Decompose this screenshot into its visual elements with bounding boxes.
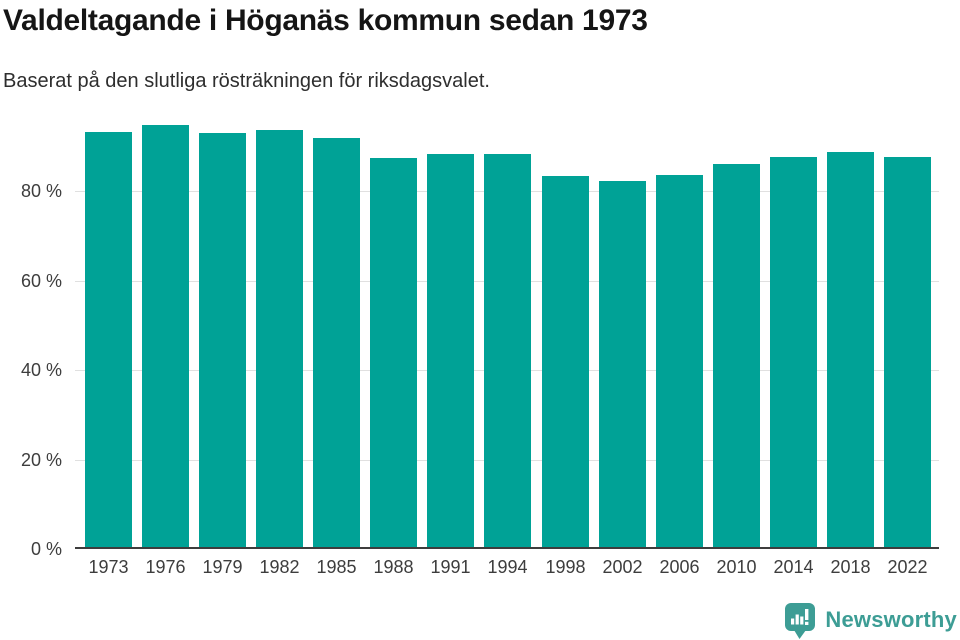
bar-1973	[85, 132, 132, 549]
x-axis-label-1973: 1973	[88, 557, 129, 577]
x-axis-label-2010: 2010	[716, 557, 757, 577]
y-axis-label-20: 20 %	[20, 450, 62, 470]
brand-wordmark: Newsworthy	[825, 607, 957, 632]
x-axis-label-2014: 2014	[773, 557, 814, 577]
bar-1982	[256, 130, 303, 549]
bar-1991	[427, 154, 474, 549]
x-axis-label-1988: 1988	[373, 557, 414, 577]
bar-2002	[599, 181, 646, 549]
x-axis-label-1998: 1998	[545, 557, 586, 577]
newsworthy-brand-link[interactable]: Newsworthy	[784, 601, 957, 639]
x-axis-label-1982: 1982	[259, 557, 300, 577]
bar-2014	[770, 157, 817, 549]
x-axis-label-1979: 1979	[202, 557, 243, 577]
bar-2006	[656, 175, 703, 549]
bar-1994	[484, 154, 531, 549]
bar-chart: 0 % 20 % 40 % 60 % 80 % 1973 1976 1979 1982 1985 1…	[20, 125, 939, 577]
y-axis-label-0: 0 %	[30, 539, 62, 559]
bar-1988	[370, 158, 417, 549]
y-axis-label-60: 60 %	[20, 271, 62, 291]
bar-2018	[827, 152, 874, 549]
x-axis-label-2018: 2018	[830, 557, 871, 577]
x-axis-label-2002: 2002	[602, 557, 643, 577]
y-axis-label-80: 80 %	[20, 181, 62, 201]
bar-2022	[884, 157, 931, 549]
bar-1979	[199, 133, 246, 549]
chart-title: Valdeltagande i Höganäs kommun sedan 197…	[3, 4, 648, 37]
bar-2010	[713, 164, 760, 549]
x-axis-label-2006: 2006	[659, 557, 700, 577]
x-axis-label-1985: 1985	[316, 557, 357, 577]
chart-subtitle: Baserat på den slutliga rösträkningen fö…	[3, 70, 490, 92]
x-axis-label-1991: 1991	[430, 557, 471, 577]
bar-1985	[313, 138, 360, 549]
newsworthy-logo-icon	[785, 602, 816, 639]
x-axis-label-2022: 2022	[887, 557, 928, 577]
x-axis-label-1976: 1976	[145, 557, 186, 577]
bar-1998	[542, 176, 589, 549]
y-axis-label-40: 40 %	[20, 360, 62, 380]
x-axis-line	[75, 547, 939, 549]
bar-1976	[142, 125, 189, 549]
x-axis-label-1994: 1994	[487, 557, 528, 577]
